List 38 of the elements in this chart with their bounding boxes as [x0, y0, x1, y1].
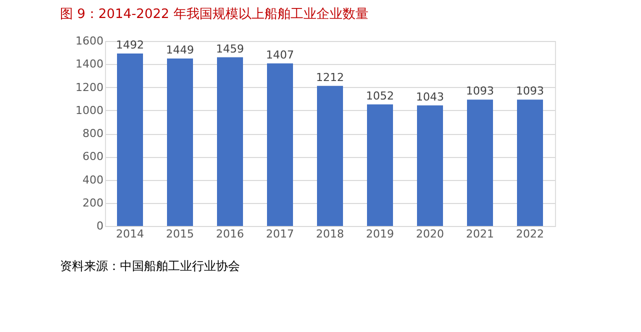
y-tick-label: 0: [96, 220, 104, 232]
bar: [467, 100, 493, 226]
data-label: 1043: [416, 90, 444, 104]
chart-title: 图 9：2014-2022 年我国规模以上船舶工业企业数量: [60, 7, 368, 22]
data-label: 1212: [316, 70, 344, 84]
x-tick-label: 2022: [516, 228, 544, 240]
data-label: 1459: [216, 42, 244, 56]
bar: [167, 58, 193, 226]
y-tick-label: 1400: [76, 58, 104, 71]
data-label: 1449: [166, 43, 194, 56]
bar: [517, 100, 543, 226]
bar: [317, 86, 343, 226]
x-tick-label: 2019: [366, 228, 394, 240]
x-tick-label: 2016: [216, 228, 244, 240]
y-tick-label: 1600: [76, 34, 104, 48]
x-tick-label: 2014: [116, 228, 144, 240]
x-tick-label: 2015: [166, 228, 194, 240]
y-tick-label: 200: [82, 196, 104, 210]
x-tick-label: 2020: [416, 228, 444, 240]
y-tick-label: 800: [82, 127, 104, 140]
data-label: 1093: [466, 84, 494, 98]
text: 资料来源：中国船舶工业行业协会: [60, 259, 240, 273]
data-label: 1492: [116, 38, 144, 52]
x-tick-label: 2021: [466, 228, 494, 240]
bar: [117, 53, 143, 226]
bar: [417, 105, 443, 226]
x-tick-label: 2018: [316, 228, 344, 240]
bar: [267, 63, 293, 226]
y-tick-label: 1200: [76, 80, 104, 94]
bar: [217, 57, 243, 226]
y-tick-label: 400: [82, 173, 104, 186]
data-label: 1407: [266, 48, 294, 62]
bar: [367, 104, 393, 226]
x-tick-label: 2017: [266, 228, 294, 240]
data-label: 1093: [516, 84, 544, 98]
data-label: 1052: [366, 89, 394, 102]
y-tick-label: 1000: [76, 104, 104, 117]
y-tick-label: 600: [82, 150, 104, 164]
